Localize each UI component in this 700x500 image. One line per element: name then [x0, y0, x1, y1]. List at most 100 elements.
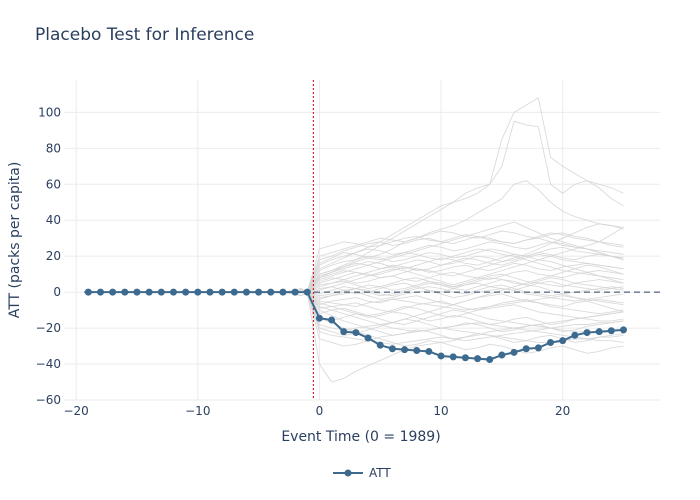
- placebo-line: [307, 273, 624, 293]
- placebo-line: [306, 291, 624, 333]
- att-point: [267, 288, 275, 296]
- att-point: [437, 352, 445, 360]
- att-series: [84, 288, 628, 364]
- placebo-line: [307, 279, 624, 313]
- att-point: [620, 326, 628, 334]
- placebo-line: [306, 292, 624, 345]
- att-point: [607, 327, 615, 335]
- placebo-line: [306, 241, 624, 293]
- att-point: [474, 355, 482, 363]
- att-point: [449, 353, 457, 361]
- att-point: [157, 288, 165, 296]
- grid-layer: [64, 80, 660, 401]
- att-point: [121, 288, 129, 296]
- att-point: [84, 288, 92, 296]
- att-point: [242, 288, 250, 296]
- placebo-line: [306, 180, 624, 293]
- att-point: [255, 288, 263, 296]
- placebo-line: [306, 291, 624, 322]
- att-point: [109, 288, 117, 296]
- att-point: [547, 338, 555, 346]
- y-tick-label: −20: [36, 321, 61, 335]
- placebo-line: [306, 291, 624, 343]
- att-point: [340, 328, 348, 336]
- y-tick-label: −60: [36, 393, 61, 407]
- x-tick-label: 0: [316, 404, 324, 418]
- att-point: [461, 354, 469, 362]
- att-point: [279, 288, 287, 296]
- y-tick-label: −40: [36, 357, 61, 371]
- placebo-line: [306, 291, 624, 334]
- att-point: [401, 346, 409, 354]
- placebo-line: [306, 291, 624, 315]
- att-point: [182, 288, 190, 296]
- legend[interactable]: ATT: [333, 466, 391, 480]
- att-point: [194, 288, 202, 296]
- chart-title: Placebo Test for Inference: [35, 25, 254, 45]
- placebo-line: [306, 291, 624, 311]
- y-tick-label: 100: [38, 105, 61, 119]
- placebo-line: [306, 270, 624, 293]
- att-point: [328, 316, 336, 324]
- att-point: [96, 288, 104, 296]
- att-point: [352, 329, 360, 337]
- att-point: [522, 345, 530, 353]
- legend-att-label: ATT: [369, 466, 391, 480]
- placebo-line: [306, 262, 624, 293]
- x-tick-label: −20: [63, 404, 88, 418]
- tick-layer: −60 −40 −20 0 20 40 60 80 100 −20 −10 0 10 20: [36, 105, 571, 418]
- x-tick-label: 20: [555, 404, 570, 418]
- placebo-line: [306, 223, 624, 293]
- placebo-line: [306, 246, 624, 293]
- att-point: [376, 341, 384, 349]
- placebo-line: [306, 248, 624, 293]
- x-tick-label: −10: [185, 404, 210, 418]
- y-tick-label: 60: [46, 177, 61, 191]
- placebo-line: [306, 253, 624, 293]
- placebo-layer: [282, 97, 624, 383]
- legend-att-marker: [344, 469, 352, 477]
- y-tick-label: 20: [46, 249, 61, 263]
- placebo-line: [306, 291, 624, 325]
- placebo-line: [306, 291, 624, 354]
- placebo-line: [307, 253, 624, 293]
- y-tick-label: 80: [46, 141, 61, 155]
- att-point: [388, 345, 396, 353]
- att-point: [230, 288, 238, 296]
- att-point: [510, 348, 518, 356]
- att-point: [425, 347, 433, 355]
- att-point: [486, 356, 494, 364]
- att-point: [145, 288, 153, 296]
- placebo-line: [306, 97, 624, 293]
- att-point: [206, 288, 214, 296]
- att-point: [364, 334, 372, 342]
- placebo-line: [306, 232, 624, 293]
- y-tick-label: 0: [53, 285, 61, 299]
- att-point: [583, 329, 591, 337]
- placebo-line: [306, 264, 624, 336]
- att-point: [559, 337, 567, 345]
- x-axis-title: Event Time (0 = 1989): [281, 429, 440, 445]
- placebo-line: [306, 234, 624, 293]
- placebo-line: [307, 227, 624, 293]
- placebo-line: [306, 221, 624, 293]
- placebo-line: [306, 292, 624, 347]
- att-point: [534, 344, 542, 352]
- att-point: [413, 347, 421, 355]
- att-point: [595, 328, 603, 336]
- att-point: [291, 288, 299, 296]
- y-tick-label: 40: [46, 213, 61, 227]
- att-point: [315, 314, 323, 322]
- att-point: [571, 331, 579, 339]
- y-axis-title: ATT (packs per capita): [7, 162, 23, 319]
- att-point: [218, 288, 226, 296]
- att-point: [169, 288, 177, 296]
- placebo-line: [307, 277, 624, 300]
- x-tick-label: 10: [433, 404, 448, 418]
- placebo-line: [306, 120, 624, 293]
- placebo-line: [307, 284, 624, 297]
- att-point: [303, 288, 311, 296]
